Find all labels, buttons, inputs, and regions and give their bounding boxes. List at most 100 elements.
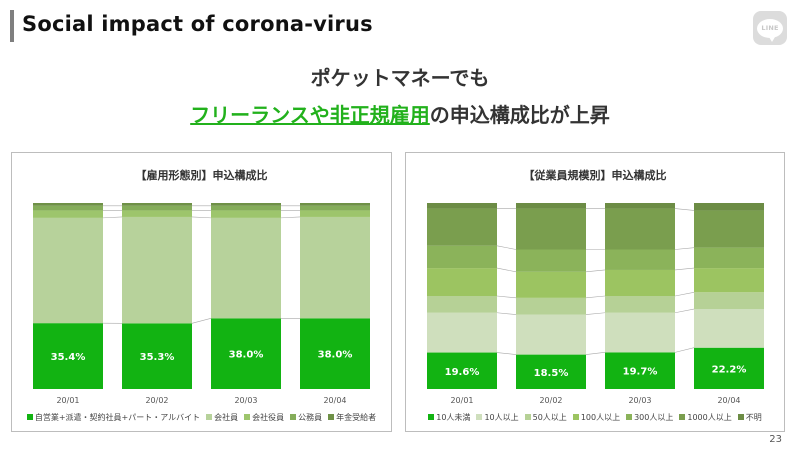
bar-segment-1-20-03 (605, 352, 675, 389)
series-connector-line (496, 245, 517, 250)
legend-label: 100人以上 (580, 413, 621, 422)
series-connector-line (674, 247, 695, 250)
series-connector-line (585, 269, 606, 273)
legend-item: 自営業+派遣・契約社員+パート・アルバイト (26, 412, 201, 423)
employment-type-chart-panel: 【雇用形態別】申込構成比 35.4% 20/01 35.3% 20/02 38.0% 20… (11, 152, 392, 432)
bar-segment-4-20-01 (33, 205, 103, 211)
legend-label: 自営業+派遣・契約社員+パート・アルバイト (34, 413, 201, 422)
bar-segment-5-20-03 (211, 203, 281, 206)
legend-item: 公務員 (290, 412, 322, 423)
legend-label: 年金受給者 (336, 413, 377, 422)
bar-segment-3-20-02 (516, 297, 586, 315)
bar-segment-4-20-02 (122, 205, 192, 211)
title-accent-bar (10, 10, 14, 42)
bar-segment-2-20-04 (694, 309, 764, 348)
bar-segment-6-20-03 (605, 208, 675, 250)
legend-item: 10人以上 (476, 412, 519, 423)
bar-segment-5-20-03 (605, 249, 675, 270)
legend-label: 会社役員 (252, 413, 285, 422)
legend-label: 300人以上 (634, 413, 674, 422)
data-label-20-02: 35.3% (140, 352, 175, 363)
bar-segment-7-20-02 (516, 203, 586, 209)
bar-segment-3-20-01 (33, 210, 103, 218)
data-label-20-01: 35.4% (51, 352, 86, 363)
bar-segment-4-20-03 (211, 205, 281, 211)
legend-swatch (26, 414, 33, 420)
bar-segment-3-20-02 (122, 210, 192, 217)
bar-segment-7-20-01 (427, 203, 497, 209)
bar-segment-6-20-01 (427, 208, 497, 246)
line-logo-text: LINE (757, 18, 783, 42)
series-connector-line (496, 267, 517, 273)
headline-line-1: ポケットマネーでも (310, 66, 490, 90)
line-logo: LINE (753, 11, 787, 45)
legend-swatch (572, 414, 579, 420)
legend-swatch (679, 414, 686, 420)
series-connector-line (585, 352, 606, 355)
bar-segment-2-20-01 (427, 312, 497, 353)
employment-type-chart: 35.4% 20/01 35.3% 20/02 38.0% 20/03 38.0% 20/04 (33, 203, 370, 405)
bar-segment-1-20-02 (516, 354, 586, 389)
bar-segment-5-20-04 (300, 203, 370, 206)
legend-label: 公務員 (298, 413, 323, 422)
legend-item: 会社役員 (244, 412, 284, 423)
x-tick-label: 20/01 (56, 396, 79, 405)
data-label-20-03: 19.7% (623, 367, 658, 378)
bar-segment-4-20-04 (300, 205, 370, 211)
legend-item: 会社員 (206, 412, 238, 423)
series-connector-line (585, 295, 606, 299)
bar-segment-2-20-02 (122, 216, 192, 324)
series-connector-line (191, 216, 212, 219)
employment-type-legend: 自営業+派遣・契約社員+パート・アルバイト 会社員 会社役員 公務員 年金受給者 (12, 412, 391, 423)
bar-segment-5-20-01 (33, 203, 103, 206)
series-connector-line (496, 312, 517, 315)
series-connector-line (674, 291, 695, 297)
legend-swatch (737, 414, 744, 420)
bar-segment-4-20-04 (694, 268, 764, 293)
series-connector-line (280, 216, 301, 219)
legend-swatch (476, 414, 483, 420)
bar-segment-1-20-03 (211, 318, 281, 389)
legend-label: 50人以上 (532, 413, 567, 422)
company-size-chart: 19.6% 20/01 18.5% 20/02 19.7% 20/03 22.2% 20/04 (427, 203, 764, 405)
slide-title: Social impact of corona-virus (22, 12, 373, 36)
bar-segment-2-20-02 (516, 314, 586, 355)
x-tick-label: 20/03 (234, 396, 257, 405)
bar-segment-1-20-04 (300, 318, 370, 389)
series-connector-line (496, 352, 517, 355)
bar-segment-3-20-04 (300, 210, 370, 217)
legend-swatch (428, 414, 435, 420)
bar-segment-2-20-01 (33, 217, 103, 324)
legend-item: 年金受給者 (328, 412, 376, 423)
headline-highlight: フリーランスや非正規雇用 (190, 103, 430, 127)
company-size-legend: 10人未満 10人以上 50人以上 100人以上 300人以上 1000人以上 不明 (406, 412, 784, 423)
bar-segment-3-20-03 (211, 210, 281, 218)
bar-segment-4-20-03 (605, 269, 675, 296)
legend-swatch (524, 414, 531, 420)
bar-segment-5-20-02 (122, 203, 192, 206)
legend-item: 10人未満 (428, 412, 470, 423)
bar-segment-3-20-04 (694, 292, 764, 310)
bar-segment-5-20-02 (516, 249, 586, 272)
bar-segment-1-20-01 (427, 352, 497, 389)
series-connector-line (674, 308, 695, 314)
series-connector-line (674, 208, 695, 211)
data-label-20-03: 38.0% (229, 350, 264, 361)
legend-label: 10人未満 (436, 413, 471, 422)
bar-segment-2-20-04 (300, 216, 370, 319)
legend-label: 1000人以上 (687, 413, 732, 422)
data-label-20-04: 38.0% (318, 350, 353, 361)
bar-segment-3-20-03 (605, 296, 675, 313)
bar-segment-6-20-02 (516, 208, 586, 250)
data-label-20-01: 19.6% (445, 367, 480, 378)
legend-label: 10人以上 (484, 413, 519, 422)
employment-type-chart-title: 【雇用形態別】申込構成比 (135, 169, 268, 182)
data-label-20-02: 18.5% (534, 368, 569, 379)
legend-swatch (290, 414, 297, 420)
bar-segment-4-20-01 (427, 268, 497, 296)
bar-segment-1-20-04 (694, 347, 764, 389)
legend-swatch (244, 414, 251, 420)
page-number: 23 (769, 434, 782, 445)
x-tick-label: 20/02 (145, 396, 168, 405)
legend-item: 50人以上 (524, 412, 567, 423)
